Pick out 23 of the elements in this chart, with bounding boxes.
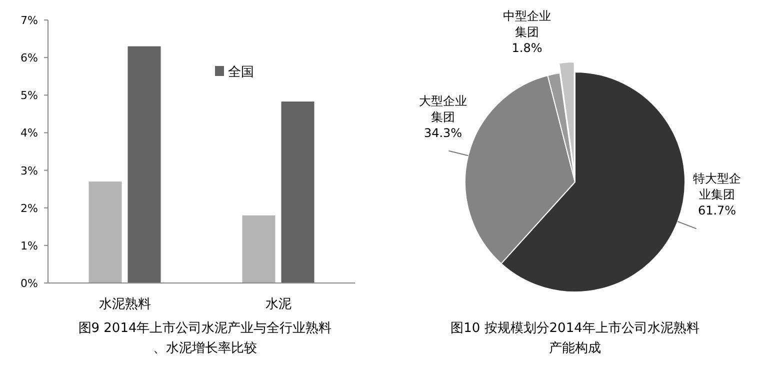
data-label: 61.7% xyxy=(698,204,736,218)
slice-label: 大型企业集团 xyxy=(419,94,467,124)
bar xyxy=(88,182,122,283)
bar xyxy=(242,215,276,283)
y-tick-label: 6% xyxy=(20,52,38,65)
y-tick-label: 1% xyxy=(20,239,38,252)
bar xyxy=(281,102,314,283)
slice-label: 中型企业集团 xyxy=(503,9,551,39)
y-tick-label: 2% xyxy=(20,202,38,215)
y-tick-label: 0% xyxy=(20,277,38,290)
x-tick-label: 水泥 xyxy=(265,297,292,312)
text: 图10 按规模划分2014年上市公司水泥熟料产能构成 xyxy=(450,321,700,356)
legend-label: 全国 xyxy=(228,65,254,80)
data-label: 1.8% xyxy=(512,41,542,55)
x-tick-label: 水泥熟料 xyxy=(98,297,151,312)
data-label: 34.3% xyxy=(424,126,462,140)
text: 图9 2014年上市公司水泥产业与全行业熟料、水泥增长率比较 xyxy=(78,321,332,356)
y-tick-label: 4% xyxy=(20,126,38,140)
y-tick-label: 5% xyxy=(20,89,38,102)
bar xyxy=(128,46,161,283)
y-tick-label: 3% xyxy=(20,164,38,178)
slice-label: 特大型企业集团 xyxy=(693,172,741,202)
y-tick-label: 7% xyxy=(20,14,38,27)
